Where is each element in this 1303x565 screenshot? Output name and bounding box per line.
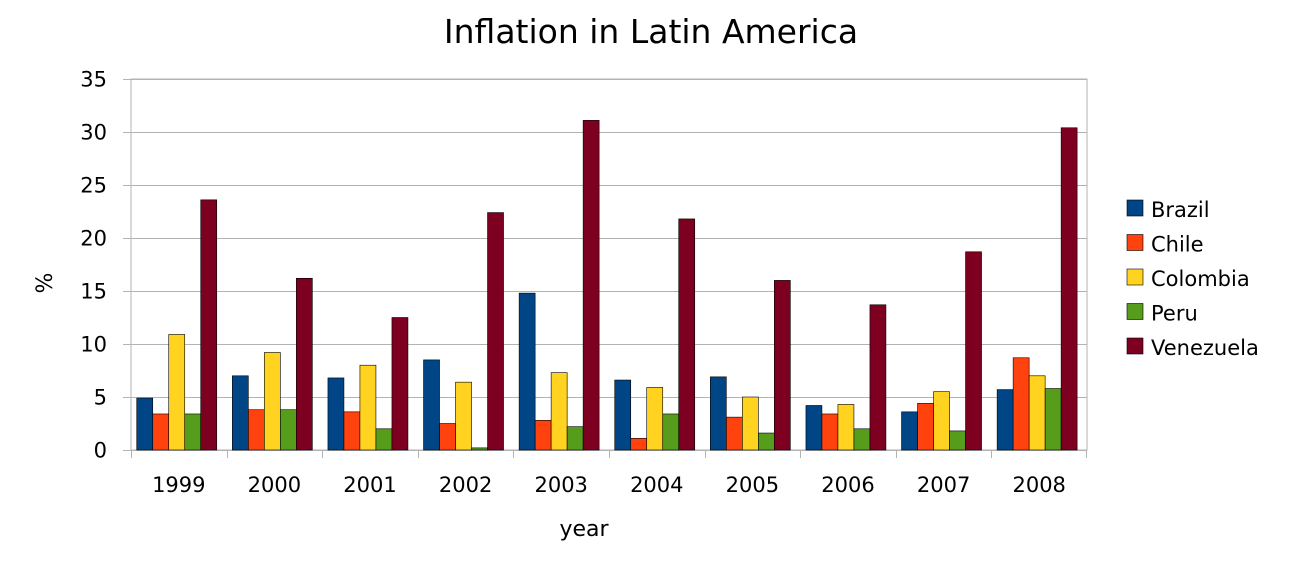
y-tick-label: 10 (80, 333, 107, 357)
bar-brazil-2005 (710, 376, 727, 451)
bar-peru-2000 (280, 409, 297, 451)
chart-title: Inflation in Latin America (444, 12, 858, 51)
x-tick-label: 2008 (1012, 473, 1065, 497)
legend: Brazil Chile Colombia Peru Venezuela (1126, 198, 1259, 360)
bar-brazil-1999 (136, 397, 154, 451)
bar-chile-2007 (917, 403, 934, 451)
bar-brazil-2007 (901, 411, 918, 451)
x-tick-label: 1999 (152, 473, 205, 497)
bar-chile-2005 (726, 416, 743, 451)
x-tick-label: 2004 (630, 473, 683, 497)
bar-chile-1999 (152, 413, 170, 451)
bar-brazil-2002 (423, 359, 440, 451)
bar-chile-2006 (821, 413, 839, 451)
legend-label-colombia: Colombia (1151, 267, 1250, 291)
legend-swatch-peru (1126, 303, 1144, 320)
x-tick-label: 2003 (534, 473, 587, 497)
axis-layer: 0 5 10 15 20 25 30 35 1999 2000 2001 2002 2003 2004 20… (80, 68, 1087, 497)
y-tick-label: 35 (80, 68, 107, 92)
bar-colombia-2007 (933, 391, 950, 451)
y-tick-label: 25 (80, 174, 107, 198)
bar-brazil-2004 (614, 379, 632, 451)
legend-swatch-brazil (1126, 199, 1144, 217)
bar-venezuela-2008 (1060, 127, 1078, 451)
legend-swatch-colombia (1126, 268, 1144, 286)
y-tick-label: 15 (80, 280, 107, 304)
x-axis-label: year (559, 517, 609, 542)
bar-colombia-2001 (359, 364, 377, 451)
bar-venezuela-2002 (487, 212, 504, 451)
legend-label-peru: Peru (1151, 302, 1198, 326)
bar-peru-2004 (662, 413, 680, 451)
x-tick-label: 2001 (343, 473, 396, 497)
bar-chile-2004 (630, 438, 648, 451)
bar-peru-2003 (566, 426, 584, 451)
bars-layer (136, 120, 1078, 451)
bar-colombia-2003 (550, 372, 568, 451)
bar-venezuela-2003 (582, 120, 600, 451)
bar-brazil-2001 (327, 377, 345, 451)
y-tick-label: 30 (80, 121, 107, 145)
y-tick-label: 0 (94, 439, 107, 463)
bar-venezuela-2004 (678, 218, 696, 451)
bar-venezuela-2000 (296, 277, 313, 451)
bar-colombia-2008 (1028, 375, 1046, 451)
legend-swatch-venezuela (1126, 337, 1144, 355)
bar-colombia-1999 (168, 334, 186, 451)
legend-swatch-chile (1126, 234, 1144, 251)
legend-label-chile: Chile (1151, 233, 1204, 257)
bar-brazil-2003 (518, 292, 536, 451)
bar-brazil-2006 (805, 405, 823, 451)
bar-colombia-2005 (742, 396, 759, 451)
bar-venezuela-2001 (391, 317, 409, 451)
y-axis-label: % (33, 273, 58, 294)
bar-venezuela-2007 (965, 251, 982, 451)
bar-peru-2007 (949, 430, 966, 451)
bar-peru-2001 (375, 428, 393, 451)
y-tick-label: 20 (80, 227, 107, 251)
bar-colombia-2000 (264, 352, 281, 451)
bar-venezuela-2006 (869, 304, 887, 451)
bar-brazil-2000 (232, 375, 249, 451)
bar-peru-2005 (758, 432, 775, 451)
legend-label-brazil: Brazil (1151, 198, 1210, 222)
x-tick-label: 2002 (439, 473, 492, 497)
bar-peru-2006 (853, 428, 871, 451)
bar-peru-2002 (471, 447, 488, 451)
bar-colombia-2002 (455, 381, 472, 451)
bar-chile-2003 (534, 420, 552, 451)
bar-brazil-2008 (996, 389, 1014, 451)
bar-peru-1999 (184, 413, 202, 451)
x-tick-label: 2005 (726, 473, 779, 497)
y-tick-label: 5 (94, 386, 107, 410)
bar-venezuela-2005 (774, 280, 791, 451)
bar-venezuela-1999 (200, 199, 218, 451)
x-tick-label: 2007 (917, 473, 970, 497)
bar-peru-2008 (1044, 388, 1062, 451)
bar-colombia-2006 (837, 404, 855, 451)
bar-chile-2008 (1012, 357, 1030, 451)
bar-chile-2002 (439, 423, 456, 451)
x-tick-label: 2000 (248, 473, 301, 497)
legend-label-venezuela: Venezuela (1151, 336, 1259, 360)
bar-colombia-2004 (646, 387, 664, 451)
bar-chile-2000 (248, 409, 265, 451)
x-tick-label: 2006 (821, 473, 874, 497)
bar-chile-2001 (343, 411, 361, 451)
